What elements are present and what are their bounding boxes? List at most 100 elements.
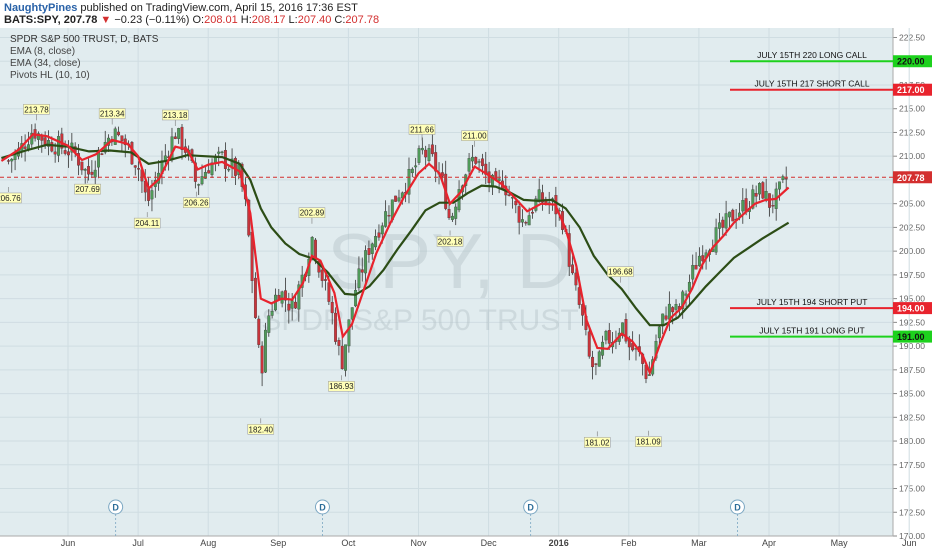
candle: [364, 245, 368, 284]
candle-body: [417, 148, 421, 163]
pivot-high[interactable]: 213.18: [162, 109, 189, 126]
candle-body: [357, 268, 361, 288]
candle-body: [284, 290, 287, 301]
pivot-high[interactable]: 211.66: [408, 124, 436, 141]
pivot-label: 211.66: [410, 125, 434, 134]
pivot-low[interactable]: 204.11: [133, 212, 161, 229]
pivot-low[interactable]: 206.76: [0, 186, 22, 204]
candle-body: [327, 282, 331, 302]
y-tick-label: 190.00: [899, 341, 925, 351]
candle-body: [664, 315, 668, 320]
candle: [517, 200, 521, 235]
change-value: −0.23 (−0.11%): [114, 14, 190, 26]
x-tick-label: Jun: [902, 538, 917, 548]
candle-body: [697, 255, 701, 267]
dividend-marker[interactable]: D: [523, 499, 539, 536]
y-tick-label: 170.00: [899, 531, 925, 541]
price-axis[interactable]: [893, 28, 932, 536]
pivot-low[interactable]: 206.26: [183, 191, 210, 208]
dividend-marker[interactable]: D: [729, 499, 745, 536]
ema34-line: [1, 143, 790, 327]
level-217.00[interactable]: JULY 15TH 217 SHORT CALL 217.00: [730, 79, 932, 96]
level-220.00[interactable]: JULY 15TH 220 LONG CALL 220.00: [730, 50, 932, 68]
candle-body: [701, 255, 705, 262]
legend-title[interactable]: SPDR S&P 500 TRUST, D, BATS: [10, 34, 159, 45]
candle: [340, 335, 344, 370]
candle-body: [47, 140, 50, 147]
candle: [47, 130, 50, 156]
candle: [474, 156, 478, 166]
plot-area[interactable]: [0, 28, 893, 536]
candle: [173, 132, 177, 140]
candle: [594, 363, 598, 376]
pivot-low[interactable]: 207.69: [74, 178, 101, 195]
candle-body: [521, 219, 524, 223]
legend-ema34[interactable]: EMA (34, close): [10, 58, 81, 69]
candle-body: [120, 135, 124, 141]
pivot-low[interactable]: 181.09: [635, 430, 662, 447]
candle-body: [671, 307, 675, 313]
candle-body: [420, 147, 424, 151]
pivot-high[interactable]: 213.78: [23, 104, 50, 121]
dividend-marker[interactable]: D: [314, 499, 330, 536]
candle: [263, 322, 267, 373]
candle-body: [337, 340, 341, 346]
candle-body: [147, 188, 151, 201]
candle-body: [100, 153, 104, 155]
dividend-marker[interactable]: D: [108, 499, 124, 536]
high-value: 208.17: [251, 14, 286, 26]
pivot-low[interactable]: 181.02: [584, 431, 611, 448]
y-tick-label: 187.50: [899, 365, 925, 375]
candle-body: [217, 151, 221, 154]
pivot-label: 196.68: [608, 268, 633, 277]
high-label: H:: [240, 14, 252, 26]
current-price-label: 207.78: [897, 173, 925, 183]
candle: [63, 140, 67, 156]
candle-body: [263, 329, 267, 373]
pivot-box: [183, 197, 210, 208]
candle-body: [87, 166, 90, 175]
y-tick-label: 222.50: [899, 32, 925, 42]
pivot-high[interactable]: 196.68: [607, 266, 634, 283]
candle-body: [567, 233, 571, 267]
candle-body: [424, 149, 428, 158]
candle-body: [233, 158, 237, 176]
candle: [87, 158, 90, 181]
change-arrow-icon: ▼: [100, 14, 112, 26]
candle: [537, 178, 541, 203]
pivot-high[interactable]: 213.34: [98, 108, 126, 125]
legend-ema8[interactable]: EMA (8, close): [10, 46, 76, 57]
y-tick-label: 202.50: [899, 222, 925, 232]
pivot-low[interactable]: 186.93: [328, 375, 355, 392]
candle: [724, 200, 728, 236]
candle-body: [430, 144, 434, 155]
publisher-name[interactable]: NaughtyPines: [4, 2, 78, 14]
candle-body: [447, 208, 451, 219]
pivot-low[interactable]: 182.40: [247, 418, 275, 435]
candle-body: [781, 176, 785, 180]
legend-pivots[interactable]: Pivots HL (10, 10): [10, 70, 90, 81]
candle: [287, 292, 291, 324]
x-tick-label: Jul: [132, 538, 144, 548]
low-label: L:: [288, 14, 298, 26]
level-194.00[interactable]: JULY 15TH 194 SHORT PUT 194.00: [730, 297, 932, 315]
pivot-low[interactable]: 202.18: [436, 230, 464, 247]
y-tick-label: 215.00: [899, 104, 925, 114]
time-axis[interactable]: [0, 536, 932, 550]
candle-body: [587, 331, 591, 357]
candle-body: [344, 344, 348, 371]
candle-body: [440, 172, 444, 177]
level-191.00[interactable]: JULY 15TH 191 LONG PUT 191.00: [730, 326, 932, 343]
candle-body: [714, 227, 718, 253]
candle: [450, 212, 454, 222]
level-badge: [893, 83, 932, 96]
candle-body: [571, 264, 575, 274]
y-tick-label: 200.00: [899, 246, 925, 256]
pivot-high[interactable]: 211.00: [461, 130, 488, 147]
pivot-high[interactable]: 202.89: [298, 207, 326, 224]
candle: [60, 127, 64, 155]
candle-body: [517, 206, 521, 223]
pivot-label: 213.18: [163, 111, 188, 120]
candle-body: [474, 157, 478, 164]
